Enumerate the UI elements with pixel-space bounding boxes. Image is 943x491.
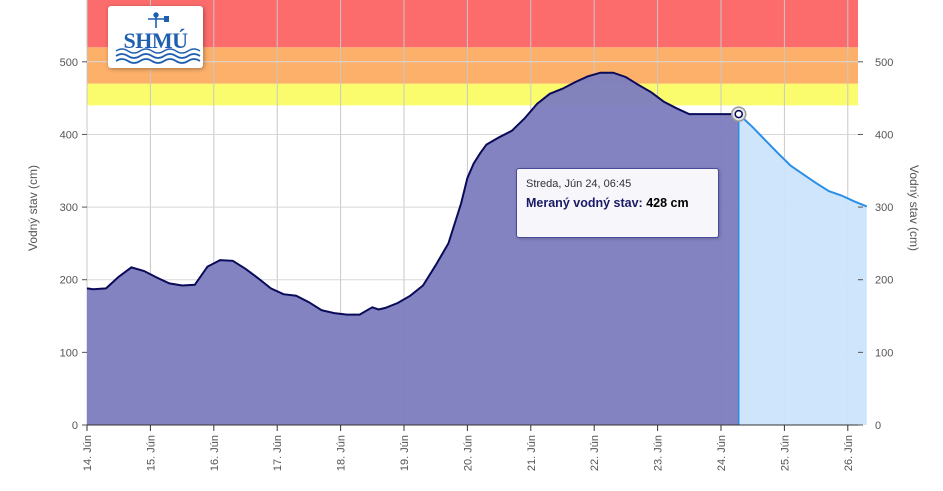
x-tick-label-6: 20. Jún	[462, 435, 474, 471]
y-tick-label-left-2: 200	[60, 275, 78, 287]
y-axis-title-right: Vodný stav (cm)	[907, 165, 921, 251]
series-area-1	[738, 114, 867, 425]
x-tick-label-10: 24. Jún	[716, 435, 728, 471]
y-tick-label-left-4: 400	[60, 129, 78, 141]
y-tick-label-right-1: 100	[875, 347, 893, 359]
warning-band-2	[87, 0, 858, 48]
y-tick-label-left-0: 0	[72, 420, 78, 432]
x-tick-label-8: 22. Jún	[589, 435, 601, 471]
series-line-0	[86, 71, 739, 316]
warning-bands	[87, 0, 858, 106]
x-tick-label-4: 18. Jún	[336, 435, 348, 471]
x-tick-label-0: 14. Jún	[82, 435, 94, 471]
x-tick-label-11: 25. Jún	[779, 435, 791, 471]
x-tick-label-1: 15. Jún	[145, 435, 157, 471]
x-tick-label-9: 23. Jún	[653, 435, 665, 471]
hover-marker-dot	[734, 109, 743, 119]
y-axis-title-left: Vodný stav (cm)	[26, 165, 40, 251]
tooltip-label: Meraný vodný stav:	[526, 196, 643, 210]
shmu-logo-graphic	[115, 12, 201, 64]
hover-marker-layer	[730, 106, 747, 122]
x-tick-label-5: 19. Jún	[399, 435, 411, 471]
shmu-logo[interactable]: SHMÚ	[108, 6, 203, 68]
axes: 0 0 100 100 200 200 300 300 400 400 500 500 14. Jún 1…	[60, 57, 894, 471]
y-tick-label-left-3: 300	[60, 202, 78, 214]
y-tick-label-right-4: 400	[875, 129, 893, 141]
x-tick-label-3: 17. Jún	[272, 435, 284, 471]
warning-band-0	[87, 83, 858, 106]
y-tick-label-right-5: 500	[875, 57, 893, 69]
x-tick-label-2: 16. Jún	[209, 435, 221, 471]
tooltip-value: 428 cm	[646, 196, 689, 210]
tooltip-date: Streda, Jún 24, 06:45	[526, 178, 632, 190]
logo-text: SHMÚ	[123, 28, 189, 53]
y-tick-label-right-2: 200	[875, 275, 893, 287]
x-tick-label-7: 21. Jún	[526, 435, 538, 471]
series-line-1	[738, 113, 868, 208]
y-tick-label-right-3: 300	[875, 202, 893, 214]
y-tick-label-right-0: 0	[875, 420, 881, 432]
data-tooltip: Streda, Jún 24, 06:45 Meraný vodný stav:…	[516, 168, 719, 238]
x-tick-label-12: 26. Jún	[843, 435, 855, 471]
y-tick-label-left-5: 500	[60, 57, 78, 69]
tooltip-value-row: Meraný vodný stav: 428 cm	[526, 196, 709, 210]
series-area-0	[87, 72, 739, 425]
y-tick-label-left-1: 100	[60, 347, 78, 359]
series-layer	[86, 71, 868, 425]
warning-band-1	[87, 47, 858, 84]
